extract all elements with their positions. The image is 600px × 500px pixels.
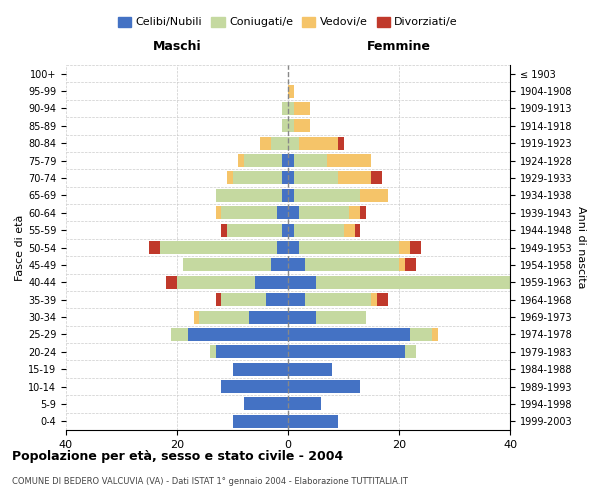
Bar [288,398,322,410]
Bar [399,258,404,272]
Bar [283,120,288,132]
Bar [288,206,299,220]
Bar [360,206,366,220]
Bar [299,241,399,254]
Bar [410,328,432,341]
Bar [288,241,299,254]
Bar [299,136,338,149]
Bar [327,154,371,167]
Bar [343,224,355,236]
Bar [288,362,332,376]
Y-axis label: Fasce di età: Fasce di età [15,214,25,280]
Bar [288,154,293,167]
Bar [404,258,416,272]
Bar [160,241,277,254]
Bar [216,206,221,220]
Bar [410,241,421,254]
Bar [371,293,377,306]
Bar [233,362,288,376]
Bar [277,206,288,220]
Bar [244,398,288,410]
Bar [182,258,271,272]
Bar [288,224,293,236]
Bar [288,310,316,324]
Bar [371,172,382,184]
Bar [404,346,416,358]
Bar [288,120,293,132]
Bar [233,172,283,184]
Text: Femmine: Femmine [367,40,431,53]
Bar [293,172,338,184]
Bar [233,415,288,428]
Bar [305,293,371,306]
Bar [283,102,288,115]
Bar [338,136,343,149]
Bar [288,84,293,98]
Bar [221,206,277,220]
Bar [288,276,316,289]
Bar [316,276,515,289]
Bar [227,172,233,184]
Y-axis label: Anni di nascita: Anni di nascita [577,206,586,289]
Bar [293,224,343,236]
Bar [349,206,360,220]
Bar [221,293,266,306]
Bar [377,293,388,306]
Bar [293,102,310,115]
Bar [299,206,349,220]
Bar [188,328,288,341]
Bar [288,293,305,306]
Bar [216,189,283,202]
Bar [360,189,388,202]
Bar [288,258,305,272]
Bar [216,346,288,358]
Text: COMUNE DI BEDERO VALCUVIA (VA) - Dati ISTAT 1° gennaio 2004 - Elaborazione TUTTI: COMUNE DI BEDERO VALCUVIA (VA) - Dati IS… [12,478,408,486]
Bar [172,328,188,341]
Bar [166,276,177,289]
Bar [271,258,288,272]
Bar [266,293,288,306]
Text: Maschi: Maschi [152,40,202,53]
Bar [432,328,438,341]
Bar [199,310,249,324]
Legend: Celibi/Nubili, Coniugati/e, Vedovi/e, Divorziati/e: Celibi/Nubili, Coniugati/e, Vedovi/e, Di… [113,12,463,32]
Bar [227,224,283,236]
Bar [221,224,227,236]
Bar [293,120,310,132]
Bar [293,189,360,202]
Bar [305,258,399,272]
Bar [194,310,199,324]
Bar [177,276,254,289]
Bar [288,172,293,184]
Bar [355,224,360,236]
Bar [288,380,360,393]
Bar [399,241,410,254]
Bar [288,415,338,428]
Bar [149,241,160,254]
Bar [283,154,288,167]
Bar [271,136,288,149]
Bar [288,102,293,115]
Bar [338,172,371,184]
Bar [221,380,288,393]
Bar [254,276,288,289]
Bar [249,310,288,324]
Bar [283,224,288,236]
Bar [288,189,293,202]
Bar [244,154,283,167]
Bar [515,276,521,289]
Bar [283,189,288,202]
Bar [288,136,299,149]
Bar [283,172,288,184]
Bar [260,136,271,149]
Bar [288,328,410,341]
Bar [277,241,288,254]
Bar [210,346,216,358]
Text: Popolazione per età, sesso e stato civile - 2004: Popolazione per età, sesso e stato civil… [12,450,343,463]
Bar [216,293,221,306]
Bar [316,310,366,324]
Bar [288,346,404,358]
Bar [238,154,244,167]
Bar [293,154,327,167]
